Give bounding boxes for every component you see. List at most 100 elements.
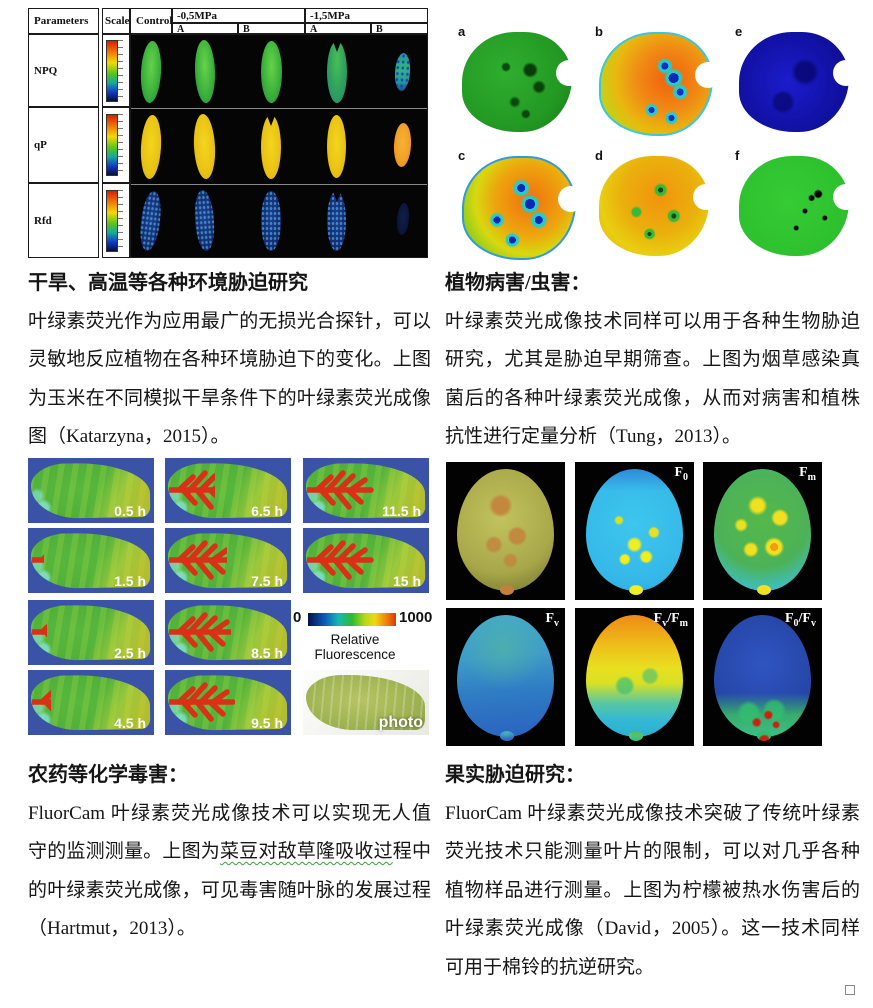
header-col-b1-label: B [243, 24, 250, 35]
fvfm-label-base1: F [653, 611, 663, 626]
caption-drought-body: 叶绿素荧光作为应用最广的无损光合探针，可以灵敏地反应植物在各种环境胁迫下的变化。… [28, 310, 431, 448]
lemon-f0fv-image [714, 615, 811, 741]
fvfm-label-sub1: v [662, 617, 668, 629]
leaf-image-d [599, 156, 719, 256]
header-group-05mpa: -0,5MPa [172, 8, 305, 23]
lesion-veins [169, 464, 215, 516]
fruit-panel-f0fv: F0/Fv [703, 608, 822, 746]
caption-pesticide-spellcheck-text: 菜豆对敌草隆吸收过 [219, 841, 393, 862]
qp-leaf-05mpa-b [261, 115, 281, 179]
photo-label: photo [378, 714, 423, 731]
qp-leaf-15mpa-a [327, 115, 346, 178]
time-label: 6.5 h [251, 503, 283, 519]
header-col-b2: B [371, 23, 428, 35]
npq-scale-ticks [118, 40, 123, 100]
rfd-label: Rfd [34, 214, 52, 227]
fruit-panel-fv: Fv [446, 608, 565, 746]
header-group-05mpa-label: -0,5MPa [177, 10, 218, 22]
relative-fluorescence-colorbar [308, 613, 396, 626]
rfd-leaf-05mpa-b [261, 191, 281, 251]
f0fv-label-base1: F [784, 611, 794, 626]
disease-panel-f: f [725, 142, 862, 264]
header-col-a2-label: A [310, 24, 318, 35]
fluorescence-image-area [130, 34, 428, 258]
fruit-panel-fvfm: Fv/Fm [575, 608, 694, 746]
row-label-npq: NPQ [28, 34, 99, 107]
disease-panel-b: b [585, 18, 722, 140]
lemon-photo [457, 469, 554, 595]
qp-leaf-15mpa-b [392, 122, 413, 168]
f0fv-label-base2: /F [798, 611, 811, 626]
timeseries-panel-0.5h: 0.5 h [28, 458, 154, 523]
panel-letter-e: e [735, 24, 743, 39]
lesion-veins [32, 606, 47, 658]
qp-label: qP [34, 139, 47, 151]
npq-leaf-05mpa-b [261, 41, 282, 103]
time-label: 1.5 h [114, 573, 146, 589]
leaf-image-f [739, 156, 859, 256]
fm-label-base: F [799, 465, 808, 480]
fruit-panel-photo [446, 462, 565, 600]
time-label: 15 h [392, 573, 421, 589]
npq-leaf-15mpa-b [393, 52, 412, 92]
header-col-a2: A [305, 23, 371, 35]
caption-disease-body: 叶绿素荧光成像技术同样可以用于各种生物胁迫研究，尤其是胁迫早期筛查。上图为烟草感… [445, 310, 860, 448]
f0fv-label-sub1: 0 [793, 617, 799, 629]
panel-letter-d: d [595, 148, 603, 163]
fm-label-sub: m [807, 471, 816, 483]
timeseries-panel-2.5h: 2.5 h [28, 600, 154, 665]
lesion-veins [32, 676, 51, 728]
figure-herbicide-timeseries: 0.5 h 6.5 h 11.5 h 1.5 h 7.5 h 15 h [28, 458, 432, 745]
row-label-qp: qP [28, 107, 99, 183]
f0-label: F0 [674, 465, 688, 483]
qp-color-scale [106, 114, 118, 176]
timeseries-panel-4.5h: 4.5 h [28, 670, 154, 735]
timeseries-panel-15h: 15 h [303, 528, 429, 593]
disease-panel-e: e [725, 18, 862, 140]
timeseries-panel-9.5h: 9.5 h [165, 670, 291, 735]
f0-label-base: F [674, 465, 683, 480]
end-of-document-mark [845, 985, 855, 995]
f0fv-label-sub2: v [811, 617, 816, 629]
leaf-image-b [599, 32, 721, 136]
figure-fruit-panels: F0 Fm Fv Fv/Fm F0/Fv [446, 462, 826, 748]
header-parameters: Parameters [28, 8, 99, 34]
fvfm-label-base2: /F [667, 611, 680, 626]
time-label: 11.5 h [382, 503, 421, 519]
caption-drought: 干旱、高温等各种环境胁迫研究 叶绿素荧光作为应用最广的无损光合探针，可以灵敏地反… [28, 264, 431, 457]
fvfm-label-sub2: m [679, 617, 688, 629]
panel-letter-a: a [458, 24, 466, 39]
time-label: 9.5 h [251, 715, 283, 731]
lesion-veins [307, 534, 403, 586]
header-parameters-label: Parameters [34, 15, 89, 27]
header-col-b1: B [238, 23, 305, 35]
colorbar-min: 0 [293, 609, 302, 626]
row-divider [131, 184, 427, 185]
npq-leaf-15mpa-a [327, 41, 347, 103]
disease-panel-d: d [585, 142, 722, 264]
leaf-image-a [462, 32, 582, 132]
timeseries-panel-1.5h: 1.5 h [28, 528, 154, 593]
caption-fruit-title: 果实胁迫研究： [445, 764, 585, 786]
colorbar-max: 1000 [399, 609, 433, 626]
timeseries-panel-11.5h: 11.5 h [303, 458, 429, 523]
leaf-image-c [462, 156, 584, 260]
time-label: 0.5 h [114, 503, 146, 519]
rfd-leaf-05mpa-a [192, 189, 217, 252]
time-label: 7.5 h [251, 573, 283, 589]
header-col-b2-label: B [376, 24, 383, 35]
header-control-label: Control [136, 15, 173, 27]
time-label: 8.5 h [251, 645, 283, 661]
caption-fruit-body: FluorCam 叶绿素荧光成像技术突破了传统叶绿素荧光技术只能测量叶片的限制，… [445, 802, 860, 978]
lesion-veins [32, 534, 44, 586]
f0-label-sub: 0 [683, 471, 688, 483]
figure-drought-table: Parameters Scale Control -0,5MPa -1,5MPa… [28, 8, 428, 258]
fruit-panel-fm: Fm [703, 462, 822, 600]
qp-leaf-control [139, 114, 163, 180]
fv-label-base: F [545, 611, 554, 626]
lesion-veins [169, 534, 227, 586]
timeseries-panel-7.5h: 7.5 h [165, 528, 291, 593]
fm-label: Fm [799, 465, 816, 483]
lemon-fvfm-image [586, 615, 683, 741]
